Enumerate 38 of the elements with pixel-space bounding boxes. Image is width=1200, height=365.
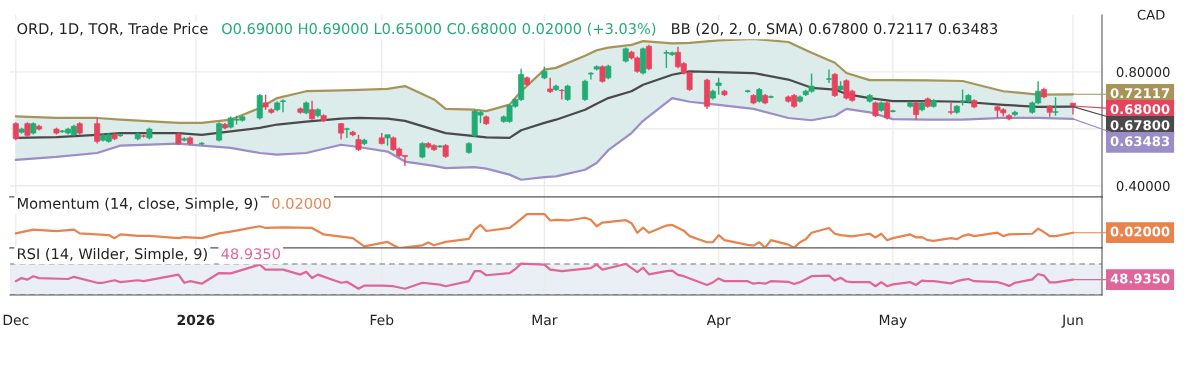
candlestick (309, 99, 316, 121)
chart-title: RSI (14, Wilder, Simple, 9) (17, 247, 207, 263)
candlestick (1052, 96, 1059, 117)
candlestick (913, 100, 920, 121)
chart-title: Momentum (14, close, Simple, 9) (17, 197, 258, 212)
text: 48.9350 (221, 248, 281, 260)
annotation: BB (20, 2, 0, SMA) 0.67800 0.72117 0.63483 (672, 22, 998, 36)
chart-title: ORD, 1D, TOR, Trade Price (17, 22, 208, 36)
candlestick (558, 88, 565, 101)
annotation: 0.72117 (1110, 88, 1170, 99)
x-tick-label: Feb (370, 314, 394, 326)
candlestick (216, 121, 223, 143)
x-tick-label: Mar (532, 314, 558, 326)
x-tick-label: Jun (1061, 314, 1083, 328)
annotation: 48.9350 (1110, 273, 1170, 284)
candlestick (547, 77, 554, 94)
text: 0.02000 (272, 197, 331, 209)
y-axis-title: CAD (1137, 9, 1165, 20)
y-tick-label: 0.40000 (1116, 180, 1170, 191)
candlestick (343, 126, 351, 139)
y-tick-label: 0.80000 (1116, 67, 1170, 78)
candlestick (279, 98, 287, 113)
x-tick-label: 2026 (177, 314, 215, 326)
candlestick (831, 72, 838, 98)
candlestick (94, 117, 101, 145)
candlestick (825, 68, 833, 84)
candlestick (948, 102, 954, 116)
candlestick (256, 93, 263, 121)
x-tick-label: Apr (706, 314, 731, 328)
x-tick-label: Dec (3, 314, 29, 326)
candlestick (582, 79, 589, 102)
x-tick-label: May (879, 314, 907, 328)
annotation: 0.67800 (1110, 120, 1170, 131)
annotation: 0.02000 (1110, 226, 1170, 237)
annotation: 0.63483 (1110, 136, 1170, 147)
annotation: 0.68000 (1110, 104, 1170, 115)
annotation: O0.69000 H0.69000 L0.65000 C0.68000 0.02000 (+3.03%) (222, 22, 656, 36)
candlestick (645, 44, 652, 71)
